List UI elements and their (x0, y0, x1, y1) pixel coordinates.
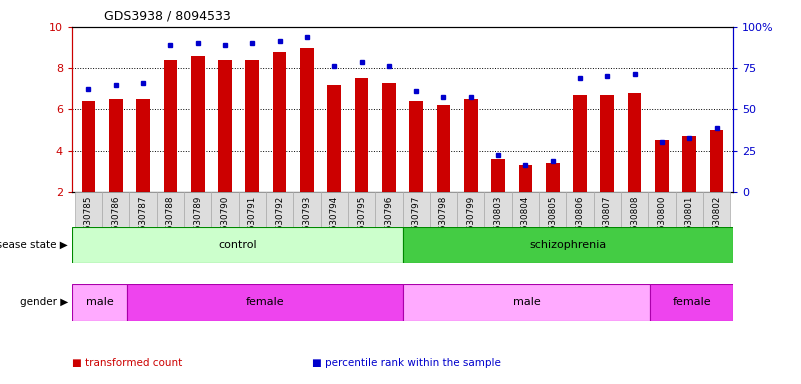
Text: GSM630790: GSM630790 (220, 195, 230, 249)
Text: GDS3938 / 8094533: GDS3938 / 8094533 (104, 10, 231, 23)
Text: GSM630800: GSM630800 (658, 195, 666, 249)
Text: ■ percentile rank within the sample: ■ percentile rank within the sample (312, 358, 501, 368)
Text: ■ transformed count: ■ transformed count (72, 358, 183, 368)
Bar (375, 192, 403, 263)
Bar (682, 136, 696, 192)
Bar (675, 192, 703, 263)
Bar (72, 227, 403, 263)
Bar (184, 192, 211, 263)
Text: GSM630806: GSM630806 (575, 195, 585, 249)
Bar (710, 130, 723, 192)
Bar (163, 60, 177, 192)
Bar (191, 56, 204, 192)
Bar (628, 93, 642, 192)
Bar (464, 99, 477, 192)
Bar (491, 159, 505, 192)
Bar (320, 192, 348, 263)
Bar (566, 192, 594, 263)
Bar (218, 60, 231, 192)
Text: GSM630805: GSM630805 (548, 195, 557, 249)
Text: GSM630803: GSM630803 (493, 195, 502, 249)
Bar (545, 163, 560, 192)
Bar (402, 192, 430, 263)
Bar (103, 192, 130, 263)
Text: female: female (246, 297, 284, 308)
Bar (239, 192, 266, 263)
Text: schizophrenia: schizophrenia (529, 240, 606, 250)
Text: male: male (513, 297, 541, 308)
Text: gender ▶: gender ▶ (20, 297, 68, 308)
Bar (273, 51, 287, 192)
Bar (211, 192, 239, 263)
Text: GSM630796: GSM630796 (384, 195, 393, 249)
Bar (293, 192, 320, 263)
Bar (594, 192, 621, 263)
Text: GSM630797: GSM630797 (412, 195, 421, 249)
Text: GSM630792: GSM630792 (275, 195, 284, 249)
Bar (601, 95, 614, 192)
Text: GSM630799: GSM630799 (466, 195, 475, 249)
Bar (403, 284, 650, 321)
Bar (457, 192, 485, 263)
Bar (300, 48, 314, 192)
Bar (355, 78, 368, 192)
Text: GSM630801: GSM630801 (685, 195, 694, 249)
Bar (130, 192, 157, 263)
Bar (574, 95, 587, 192)
Bar (437, 105, 450, 192)
Text: GSM630794: GSM630794 (330, 195, 339, 249)
Bar (518, 165, 532, 192)
Bar (655, 141, 669, 192)
Bar (403, 227, 733, 263)
Bar (266, 192, 293, 263)
Bar (82, 101, 95, 192)
Text: control: control (218, 240, 256, 250)
Text: GSM630791: GSM630791 (248, 195, 257, 249)
Text: GSM630789: GSM630789 (193, 195, 202, 249)
Bar (109, 99, 123, 192)
Bar (348, 192, 375, 263)
Bar (512, 192, 539, 263)
Bar (621, 192, 648, 263)
Text: GSM630804: GSM630804 (521, 195, 530, 249)
Text: GSM630786: GSM630786 (111, 195, 120, 249)
Text: GSM630788: GSM630788 (166, 195, 175, 249)
Text: GSM630798: GSM630798 (439, 195, 448, 249)
Text: GSM630807: GSM630807 (603, 195, 612, 249)
Text: disease state ▶: disease state ▶ (0, 240, 68, 250)
Bar (703, 192, 731, 263)
Bar (157, 192, 184, 263)
Text: GSM630802: GSM630802 (712, 195, 721, 249)
Text: GSM630785: GSM630785 (84, 195, 93, 249)
Bar (245, 60, 260, 192)
Bar (72, 284, 127, 321)
Bar (409, 101, 423, 192)
Bar (328, 85, 341, 192)
Bar (539, 192, 566, 263)
Text: male: male (86, 297, 114, 308)
Text: GSM630787: GSM630787 (139, 195, 147, 249)
Bar (382, 83, 396, 192)
Bar (127, 284, 403, 321)
Bar (650, 284, 733, 321)
Text: GSM630793: GSM630793 (303, 195, 312, 249)
Text: female: female (672, 297, 711, 308)
Bar (74, 192, 103, 263)
Text: GSM630795: GSM630795 (357, 195, 366, 249)
Bar (430, 192, 457, 263)
Bar (485, 192, 512, 263)
Bar (648, 192, 675, 263)
Bar (136, 99, 150, 192)
Text: GSM630808: GSM630808 (630, 195, 639, 249)
